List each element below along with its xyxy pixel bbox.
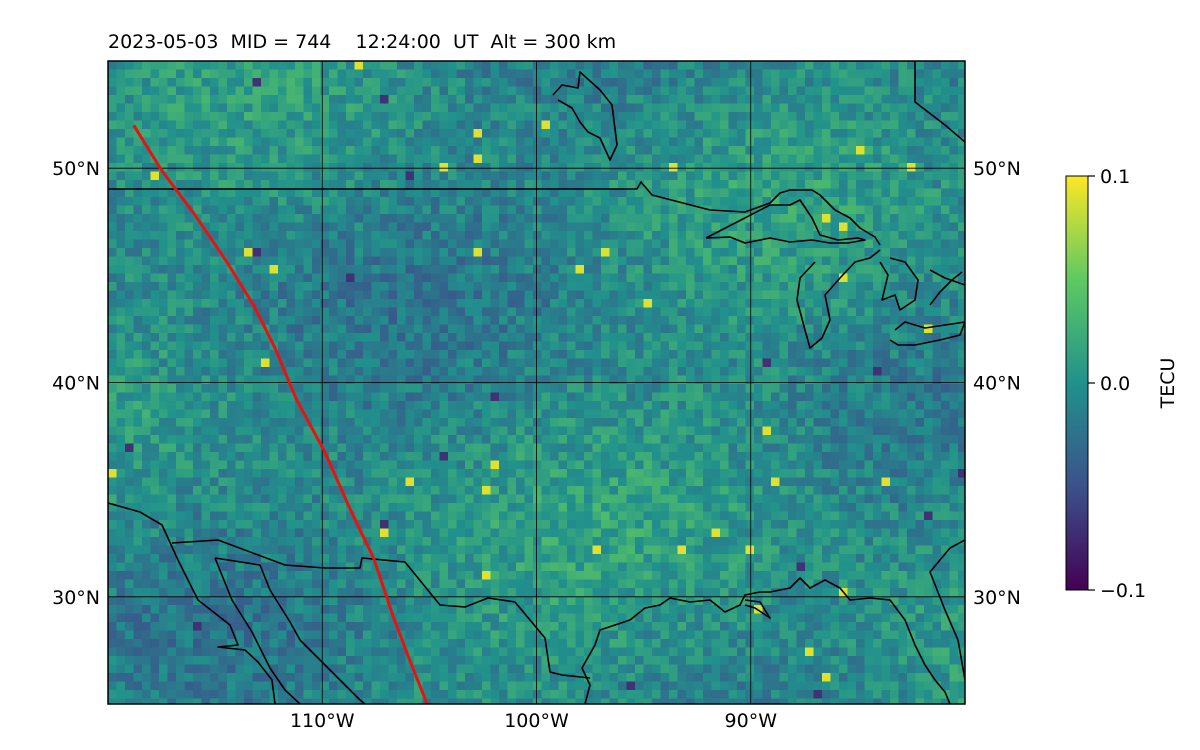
- us-mexico-border: [171, 539, 591, 679]
- lat-tick-label-left: 30°N: [52, 587, 100, 609]
- florida-tip: [744, 599, 771, 619]
- lakes-erie-ontario: [889, 321, 965, 346]
- colorbar-tick-label: −0.1: [1100, 580, 1146, 602]
- satellite-track: [132, 124, 429, 704]
- lat-tick-label-left: 40°N: [52, 373, 100, 395]
- lon-tick-label: 90°W: [725, 710, 778, 732]
- map-frame: [107, 60, 966, 705]
- east-coast-upper: [914, 61, 965, 143]
- lake-huron: [879, 257, 919, 311]
- hudson-bay-coast: [552, 71, 618, 161]
- graticule: [108, 61, 965, 704]
- lon-tick-label: 100°W: [504, 710, 569, 732]
- lon-tick-label: 110°W: [290, 710, 355, 732]
- lat-tick-label-right: 40°N: [973, 373, 1021, 395]
- lake-superior: [705, 199, 866, 244]
- lat-tick-label-right: 50°N: [973, 158, 1021, 180]
- colorbar-tick-label: 0.1: [1100, 166, 1130, 188]
- lake-michigan: [796, 249, 881, 349]
- lat-tick-label-right: 30°N: [973, 587, 1021, 609]
- us-canada-border: [108, 181, 881, 246]
- lat-tick-label-left: 50°N: [52, 158, 100, 180]
- mexico-mainland-coast: [214, 557, 366, 704]
- coastlines-and-borders: [108, 61, 965, 704]
- baja-coast: [108, 502, 276, 704]
- figure-title: 2023-05-03 MID = 744 12:24:00 UT Alt = 3…: [108, 31, 616, 53]
- colorbar-label: TECU: [1157, 358, 1179, 410]
- colorbar-tick-label: 0.0: [1100, 373, 1130, 395]
- gulf-coast: [581, 577, 951, 704]
- tec-heatmap: [108, 61, 965, 704]
- atlantic-coast-south: [929, 539, 965, 681]
- gulf-of-california-coast: [214, 557, 301, 704]
- lakes-east: [929, 269, 965, 286]
- axis-ticks: 30°N 30°N 40°N 40°N 50°N 50°N 110°W 100°W 90°W: [52, 158, 1021, 732]
- colorbar-ramp: [1065, 175, 1089, 591]
- colorbar-ticks: 0.1 0.0 −0.1: [1088, 166, 1146, 602]
- map-area: [108, 61, 965, 704]
- lakes-east-2: [929, 271, 963, 306]
- colorbar: 0.1 0.0 −0.1 TECU: [1065, 166, 1179, 602]
